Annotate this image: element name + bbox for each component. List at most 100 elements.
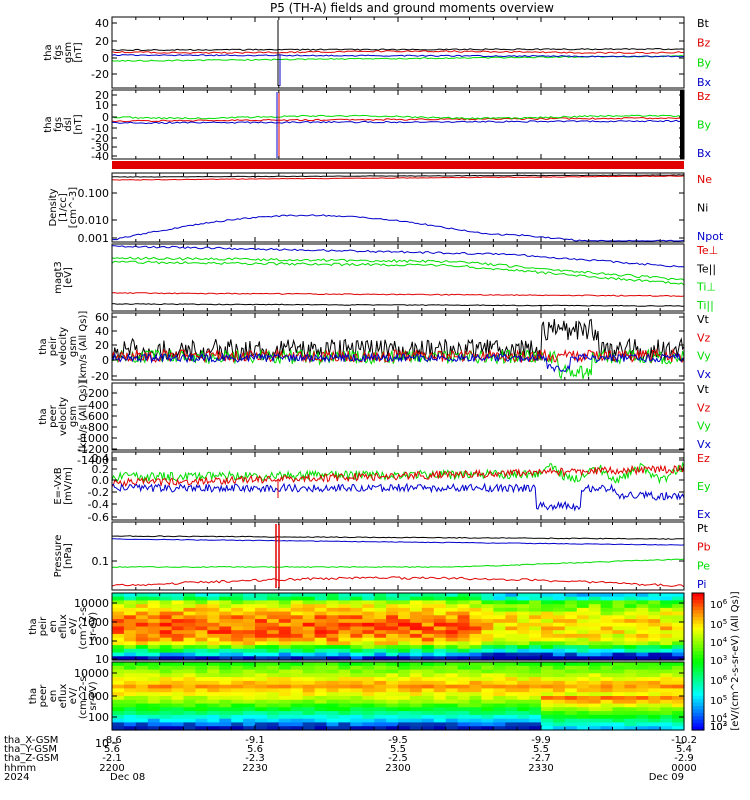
spectrogram-cell bbox=[326, 665, 339, 671]
spectrogram-cell bbox=[266, 684, 280, 690]
y-tick-label: 100 bbox=[88, 711, 109, 724]
spectrogram-cell bbox=[409, 619, 423, 624]
spectrogram-cell bbox=[672, 615, 685, 620]
spectrogram-cell bbox=[445, 680, 459, 686]
spectrogram-cell bbox=[338, 633, 351, 639]
spectrogram-cell bbox=[409, 696, 423, 701]
spectrogram-cell bbox=[314, 696, 328, 701]
spectrogram-cell bbox=[493, 615, 506, 620]
spectrogram-cell bbox=[207, 711, 220, 716]
spectrogram-cell bbox=[255, 662, 268, 667]
spectrogram-cell bbox=[564, 684, 578, 690]
spectrogram-cell bbox=[147, 711, 161, 716]
spectrogram-cell bbox=[195, 593, 208, 598]
spectrogram-cell bbox=[481, 662, 494, 667]
spectrogram-cell bbox=[445, 726, 459, 731]
spectrogram-cell bbox=[219, 652, 232, 657]
spectrogram-cell bbox=[672, 684, 685, 690]
spectrogram-cell bbox=[517, 718, 530, 724]
spectrogram-cell bbox=[576, 615, 590, 620]
spectrogram-cell bbox=[255, 596, 268, 601]
spectrogram-cell bbox=[624, 711, 637, 716]
spectrogram-cell bbox=[576, 611, 590, 616]
spectrogram-cell bbox=[576, 699, 590, 705]
spectrogram-cell bbox=[207, 662, 220, 667]
spectrogram-cell bbox=[386, 641, 399, 646]
spectrogram-cell bbox=[469, 665, 482, 671]
spectrogram-cell bbox=[266, 648, 280, 654]
spectrogram-cell bbox=[183, 665, 196, 671]
y-tick-label: 0.1 bbox=[92, 555, 110, 568]
spectrogram-cell bbox=[660, 611, 673, 616]
spectrogram-cell bbox=[564, 630, 578, 635]
spectrogram-cell bbox=[529, 600, 542, 605]
spectrogram-cell bbox=[255, 648, 268, 654]
spectrogram-cell bbox=[231, 630, 244, 635]
spectrogram-cell bbox=[421, 714, 435, 720]
spectrogram-cell bbox=[517, 699, 530, 705]
spectrogram-cell bbox=[255, 707, 268, 712]
spectrogram-cell bbox=[302, 662, 316, 667]
spectrogram-cell bbox=[398, 641, 411, 646]
spectrogram-cell bbox=[278, 703, 292, 708]
spectrogram-cell bbox=[219, 699, 232, 705]
spectrogram-cell bbox=[636, 596, 649, 601]
spectrogram-cell bbox=[386, 677, 399, 682]
spectrogram-cell bbox=[576, 665, 590, 671]
y-axis-label: sr-eV) bbox=[88, 681, 99, 710]
spectrogram-cell bbox=[624, 692, 637, 697]
spectrogram-cell bbox=[278, 714, 292, 720]
y-axis-label: [eV] bbox=[63, 267, 74, 288]
spectrogram-cell bbox=[445, 630, 459, 635]
spectrogram-cell bbox=[481, 673, 494, 678]
spectrogram-cell bbox=[243, 630, 256, 635]
spectrogram-cell bbox=[255, 677, 268, 682]
spectrogram-cell bbox=[326, 699, 339, 705]
spectrogram-cell bbox=[302, 722, 316, 727]
spectrogram-cell bbox=[660, 722, 673, 727]
spectrogram-cell bbox=[445, 648, 459, 654]
spectrogram-cell bbox=[529, 593, 542, 598]
spectrogram-cell bbox=[231, 611, 244, 616]
spectrogram-cell bbox=[112, 680, 125, 686]
spectrogram-cell bbox=[159, 648, 173, 654]
spectrogram-cell bbox=[624, 680, 637, 686]
spectrogram-cell bbox=[243, 684, 256, 690]
spectrogram-cell bbox=[147, 622, 161, 628]
spectrogram-cell bbox=[350, 680, 363, 686]
colorbar-segment bbox=[692, 658, 704, 663]
spectrogram-cell bbox=[529, 607, 542, 613]
spectrogram-cell bbox=[314, 637, 328, 642]
spectrogram-cell bbox=[576, 641, 590, 646]
y-axis-label: peir bbox=[48, 336, 59, 356]
y-axis-label: gsm bbox=[68, 406, 79, 427]
spectrogram-cell bbox=[350, 714, 363, 720]
spectrogram-cell bbox=[612, 673, 625, 678]
spectrogram-cell bbox=[660, 707, 673, 712]
spectrogram-cell bbox=[660, 673, 673, 678]
spectrogram-cell bbox=[243, 648, 256, 654]
y-tick-label: 0 bbox=[102, 111, 109, 124]
spectrogram-cell bbox=[231, 726, 244, 731]
spectrogram-cell bbox=[147, 692, 161, 697]
spectrogram-cell bbox=[255, 637, 268, 642]
spectrogram-cell bbox=[469, 696, 482, 701]
spectrogram-cell bbox=[457, 726, 471, 731]
y-axis-label: eflux bbox=[58, 614, 69, 639]
spectrogram-cell bbox=[207, 596, 220, 601]
spectrogram-cell bbox=[123, 707, 137, 712]
spectrogram-cell bbox=[219, 714, 232, 720]
spectrogram-cell bbox=[457, 669, 471, 674]
spectrogram-cell bbox=[648, 688, 661, 693]
spectrogram-cell bbox=[517, 680, 530, 686]
spectrogram-cell bbox=[433, 626, 447, 631]
spectrogram-cell bbox=[386, 699, 399, 705]
spectrogram-cell bbox=[314, 684, 328, 690]
spectrogram-cell bbox=[207, 677, 220, 682]
spectrogram-cell bbox=[266, 711, 280, 716]
spectrogram-cell bbox=[505, 622, 518, 628]
spectrogram-cell bbox=[171, 684, 185, 690]
spectrogram-cell bbox=[600, 680, 614, 686]
spectrogram-cell bbox=[552, 630, 566, 635]
spectrogram-cell bbox=[183, 626, 196, 631]
